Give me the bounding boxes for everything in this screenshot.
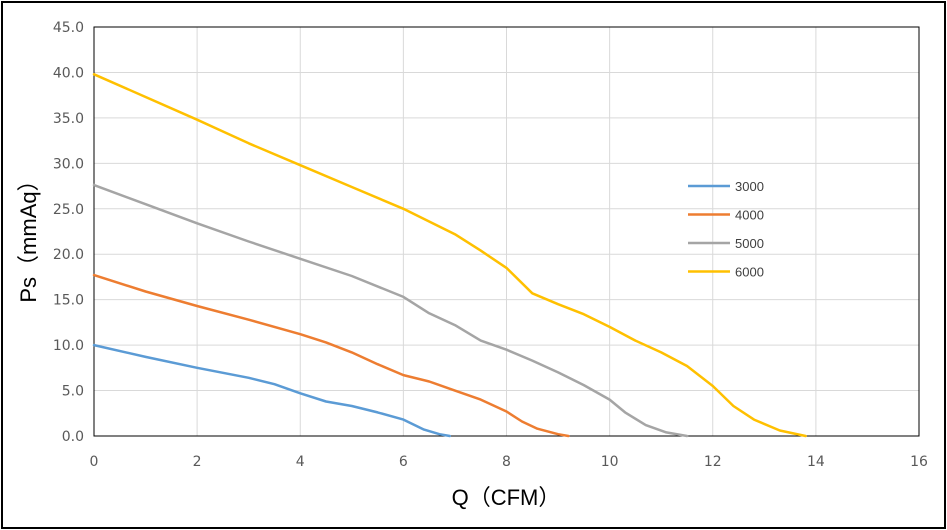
- y-axis-label: Ps（mmAq）: [16, 169, 41, 302]
- y-tick-label: 40.0: [53, 65, 84, 81]
- y-tick-label: 10.0: [53, 338, 84, 354]
- y-tick-label: 35.0: [53, 111, 84, 127]
- series-lines: [92, 73, 807, 438]
- plot-area-border: [93, 26, 920, 437]
- x-tick-label: 12: [704, 454, 722, 470]
- x-tick-label: 14: [807, 454, 825, 470]
- y-tick-label: 30.0: [53, 156, 84, 172]
- x-tick-label: 16: [910, 454, 928, 470]
- y-tick-label: 45.0: [53, 20, 84, 36]
- legend-label-6000: 6000: [735, 265, 764, 280]
- x-tick-label: 0: [90, 454, 99, 470]
- x-tick-label: 8: [502, 454, 511, 470]
- y-tick-label: 25.0: [53, 202, 84, 218]
- x-tick-label: 4: [296, 454, 305, 470]
- y-tick-label: 0.0: [62, 429, 84, 445]
- x-tick-label: 2: [193, 454, 202, 470]
- x-tick-label: 6: [399, 454, 408, 470]
- series-line-6000: [92, 73, 807, 438]
- series-line-5000: [92, 183, 689, 438]
- legend-label-4000: 4000: [735, 208, 764, 223]
- y-tick-label: 15.0: [53, 293, 84, 309]
- series-line-3000: [92, 343, 452, 438]
- y-tick-label: 5.0: [62, 384, 84, 400]
- x-tick-label: 10: [601, 454, 619, 470]
- y-tick-label: 20.0: [53, 247, 84, 263]
- x-axis-label: Q（CFM）: [452, 485, 561, 510]
- tick-labels: 0 2 4 6 8 10 12 14 16 0.0 5.0 10.0 15.0 20.0 25.0 30.0 3…: [53, 20, 928, 470]
- legend-label-5000: 5000: [735, 236, 764, 251]
- legend: 3000 4000 5000 6000: [688, 179, 764, 280]
- legend-label-3000: 3000: [735, 179, 764, 194]
- series-line-4000: [92, 273, 570, 438]
